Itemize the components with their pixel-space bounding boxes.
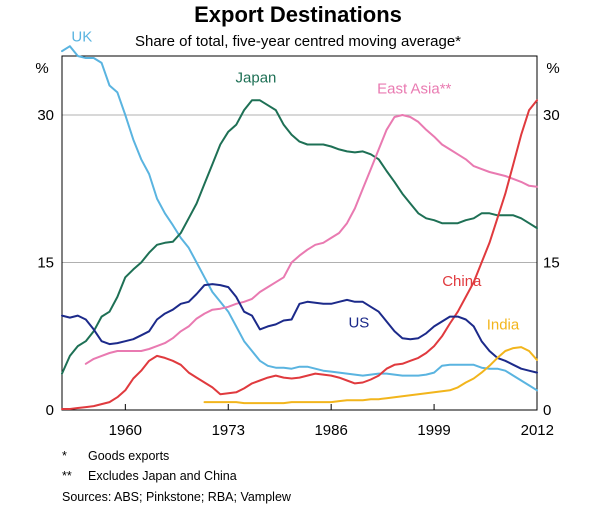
chart-title: Export Destinations [194, 2, 402, 27]
sources-text: ABS; Pinkstone; RBA; Vamplew [114, 490, 292, 504]
chart-subtitle: Share of total, five-year centred moving… [135, 33, 461, 50]
x-tick-1986: 1986 [314, 422, 347, 439]
series-labels: UK Japan East Asia** China US India [71, 28, 520, 333]
y-unit-left: % [35, 60, 48, 77]
y-tick-left-30: 30 [37, 107, 54, 124]
series-label-east-asia: East Asia** [377, 80, 451, 97]
x-tick-1973: 1973 [212, 422, 245, 439]
plot-frame [61, 55, 538, 411]
series-label-uk: UK [71, 28, 92, 45]
footnote-2-text: Excludes Japan and China [88, 469, 237, 483]
footnote-2-mark: ** [62, 469, 72, 483]
series-lines [61, 45, 538, 410]
y-unit-right: % [546, 60, 559, 77]
y-tick-right-30: 30 [543, 107, 560, 124]
y-tick-right-15: 15 [543, 255, 560, 272]
series-label-china: China [442, 273, 482, 290]
y-tick-left-0: 0 [46, 402, 54, 419]
series-line-east-asia [84, 114, 538, 365]
series-line-us [61, 283, 538, 374]
series-line-japan [61, 99, 538, 375]
axis-ticks: 0 0 15 15 30 30 1960 1973 1986 1999 2012 [37, 107, 559, 439]
series-label-us: US [348, 314, 369, 331]
x-tick-1999: 1999 [417, 422, 450, 439]
y-tick-left-15: 15 [37, 255, 54, 272]
series-line-uk [61, 45, 538, 392]
y-tick-right-0: 0 [543, 402, 551, 419]
footnote-1-mark: * [62, 449, 67, 463]
series-label-india: India [487, 316, 520, 333]
sources-label: Sources: [62, 490, 111, 504]
x-tick-1960: 1960 [109, 422, 142, 439]
series-line-china [61, 99, 538, 410]
series-label-japan: Japan [236, 70, 277, 87]
x-tick-2012: 2012 [521, 422, 554, 439]
series-line-india [203, 346, 538, 405]
footnote-1-text: Goods exports [88, 449, 169, 463]
